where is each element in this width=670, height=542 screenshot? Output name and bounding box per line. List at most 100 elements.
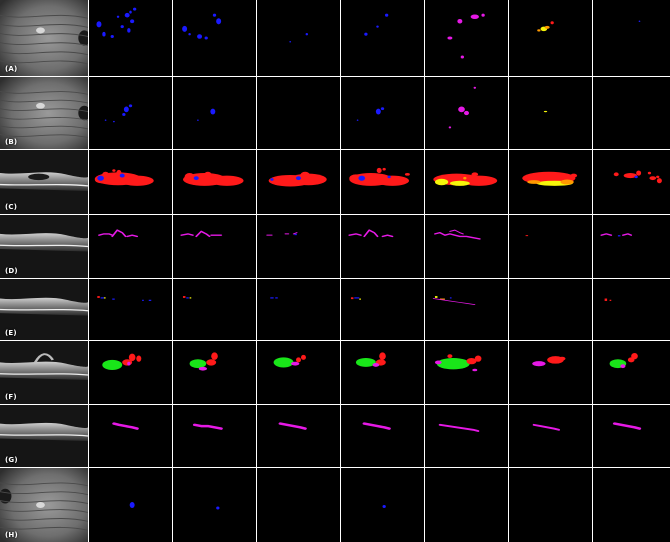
mask-region — [355, 358, 376, 367]
mask-region — [463, 176, 467, 180]
segmentation-mask — [593, 150, 670, 214]
mask-region — [292, 232, 298, 235]
segmentation-mask — [593, 77, 670, 149]
segmentation-mask — [509, 77, 592, 149]
mask-region — [609, 299, 612, 301]
mask-region — [359, 298, 361, 300]
segmentation-mask — [593, 468, 670, 542]
mask-region — [216, 18, 222, 25]
mask-region — [379, 352, 386, 360]
mask-region — [649, 176, 657, 181]
mask-region — [550, 21, 554, 25]
mask-region — [212, 13, 217, 17]
mask-region — [98, 233, 114, 236]
figure-row: (F) — [0, 341, 670, 404]
mask-region — [560, 179, 574, 185]
segmentation-mask — [425, 405, 508, 467]
original-image: (H) — [0, 468, 88, 542]
segmentation-mask — [341, 77, 424, 149]
mask-region — [466, 358, 477, 365]
segmentation-mask — [173, 405, 256, 467]
original-image: (G) — [0, 405, 88, 467]
mask-region — [474, 355, 482, 362]
mask-region — [122, 113, 126, 116]
mask-region — [97, 175, 104, 181]
mask-region — [189, 297, 192, 299]
segmentation-mask — [173, 468, 256, 542]
figure-row: (E) — [0, 279, 670, 340]
mask-region — [305, 33, 309, 36]
mask-region — [457, 19, 463, 24]
mask-region — [294, 233, 297, 236]
mask-region — [612, 422, 642, 430]
original-image: (C) — [0, 150, 88, 214]
mask-region — [349, 174, 363, 182]
segmentation-mask — [509, 279, 592, 340]
mask-region — [97, 296, 100, 298]
segmentation-mask — [173, 215, 256, 278]
segmentation-mask — [341, 0, 424, 76]
mask-region — [102, 31, 106, 37]
mask-region — [382, 505, 386, 508]
mask-region — [537, 29, 541, 32]
mask-region — [127, 361, 131, 366]
segmentation-mask — [425, 468, 508, 542]
mask-region — [384, 13, 389, 17]
mask-region — [447, 36, 453, 40]
mask-region — [638, 20, 641, 23]
mask-region — [300, 171, 311, 180]
mask-region — [613, 172, 619, 177]
mask-region — [291, 361, 300, 366]
mask-region — [210, 108, 216, 115]
mask-region — [558, 356, 566, 361]
mask-region — [447, 354, 453, 359]
mask-region — [375, 108, 381, 115]
mask-region — [570, 173, 578, 178]
segmentation-mask — [593, 215, 670, 278]
mask-region — [448, 126, 452, 129]
segmentation-mask — [593, 279, 670, 340]
mask-region — [195, 230, 211, 238]
segmentation-mask — [425, 77, 508, 149]
mask-region — [656, 175, 660, 179]
segmentation-mask — [593, 341, 670, 404]
segmentation-mask — [341, 150, 424, 214]
mask-region — [193, 176, 199, 181]
mask-region — [604, 298, 608, 301]
mask-region — [130, 19, 135, 24]
mask-region — [192, 423, 223, 430]
mask-region — [112, 169, 116, 172]
segmentation-mask — [257, 341, 340, 404]
mask-region — [620, 364, 626, 369]
segmentation-mask — [89, 77, 172, 149]
segmentation-mask — [173, 279, 256, 340]
mask-region — [438, 423, 480, 432]
mask-region — [432, 298, 476, 305]
segmentation-mask — [89, 405, 172, 467]
mask-region — [96, 21, 102, 28]
mask-region — [543, 110, 548, 113]
segmentation-mask — [341, 341, 424, 404]
figure-row: (G) — [0, 405, 670, 467]
mask-region — [350, 297, 354, 300]
segmentation-mask — [425, 341, 508, 404]
mask-region — [206, 359, 217, 366]
mask-region — [623, 173, 637, 179]
mask-region — [358, 175, 366, 181]
mask-region — [132, 7, 137, 11]
segmentation-mask — [89, 341, 172, 404]
segmentation-mask — [173, 0, 256, 76]
mask-region — [180, 233, 194, 236]
figure-row: (D) — [0, 215, 670, 278]
mask-region — [186, 297, 189, 299]
mask-region — [525, 235, 529, 237]
row-label: (A) — [5, 65, 18, 73]
row-label: (G) — [5, 456, 18, 464]
segmentation-mask — [509, 215, 592, 278]
mask-region — [188, 33, 191, 36]
mask-region — [211, 352, 218, 360]
mask-region — [449, 180, 470, 186]
mask-region — [272, 178, 283, 186]
mask-region — [434, 231, 481, 240]
mask-region — [356, 119, 359, 121]
